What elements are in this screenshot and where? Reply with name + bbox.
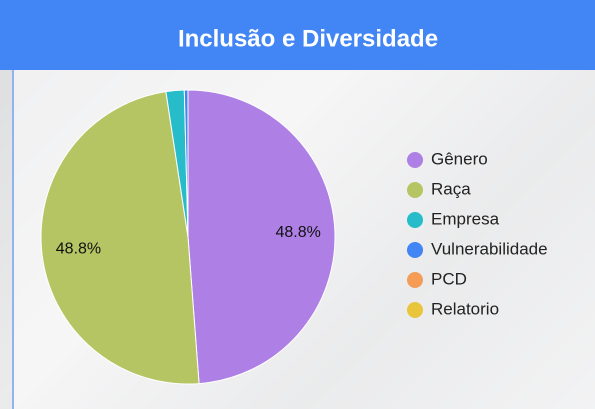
legend-swatch (407, 272, 423, 288)
legend-swatch (407, 302, 423, 318)
pie-slice (187, 89, 336, 385)
legend-label: Relatorio (431, 299, 499, 318)
legend-label: Vulnerabilidade (431, 239, 548, 258)
pie-slice (183, 89, 189, 238)
data-label: 48.8% (56, 241, 101, 258)
chart-title: Inclusão e Diversidade (178, 25, 438, 52)
header-bar (0, 0, 595, 70)
legend-label: Empresa (431, 209, 500, 228)
legend-label: PCD (431, 269, 467, 288)
legend-swatch (407, 182, 423, 198)
panel-edge (12, 70, 14, 409)
legend-label: Raça (431, 179, 471, 198)
pie-slice (40, 91, 200, 385)
legend-label: Gênero (431, 149, 488, 168)
data-label: 48.8% (275, 224, 320, 241)
legend-swatch (407, 242, 423, 258)
legend-swatch (407, 152, 423, 168)
legend-swatch (407, 212, 423, 228)
